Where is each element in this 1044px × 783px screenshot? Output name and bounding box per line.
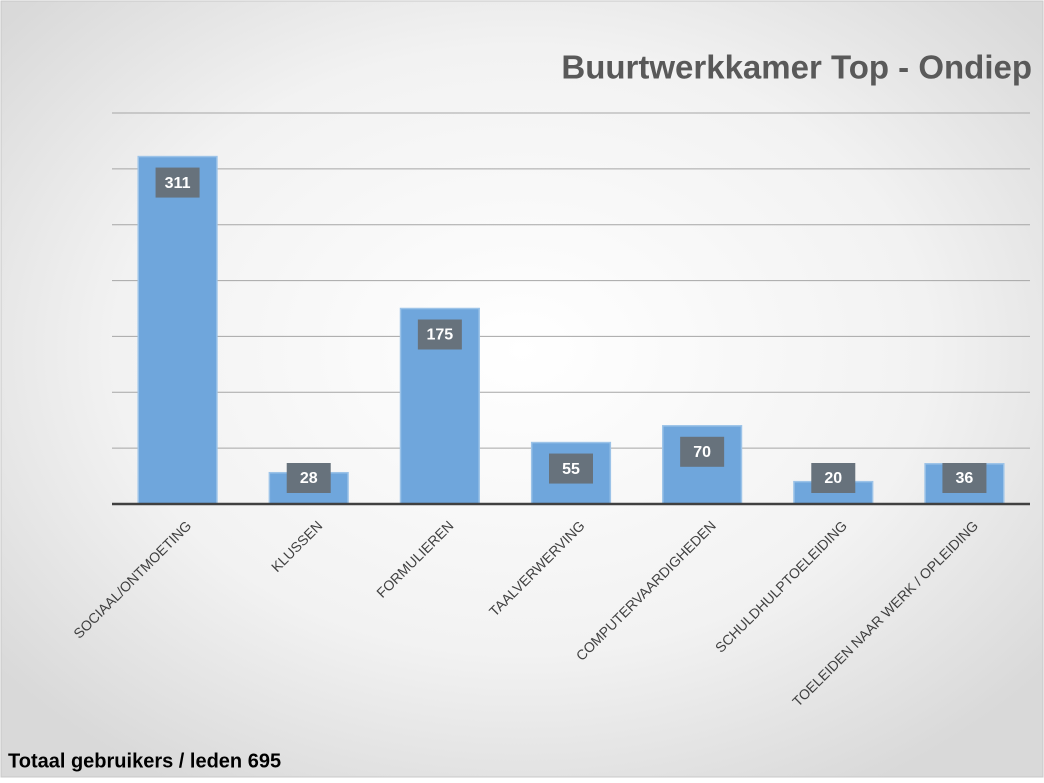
value-label: 20 — [824, 470, 842, 487]
value-label-box — [811, 463, 856, 493]
value-label-box — [417, 319, 462, 350]
value-label-box — [549, 453, 593, 484]
chart-title: Buurtwerkkamer Top - Ondiep — [561, 49, 1032, 86]
value-label: 175 — [427, 327, 454, 344]
bar — [137, 155, 218, 505]
value-label-box — [286, 463, 331, 493]
value-label: 36 — [956, 470, 974, 487]
value-label-box — [942, 463, 987, 493]
value-label: 28 — [300, 470, 318, 487]
value-label-box — [680, 436, 725, 467]
value-label: 55 — [562, 461, 580, 478]
value-label: 311 — [165, 175, 191, 192]
value-label: 70 — [693, 444, 711, 461]
value-label-box — [155, 167, 200, 198]
footnote: Totaal gebruikers / leden 695 — [8, 750, 281, 772]
